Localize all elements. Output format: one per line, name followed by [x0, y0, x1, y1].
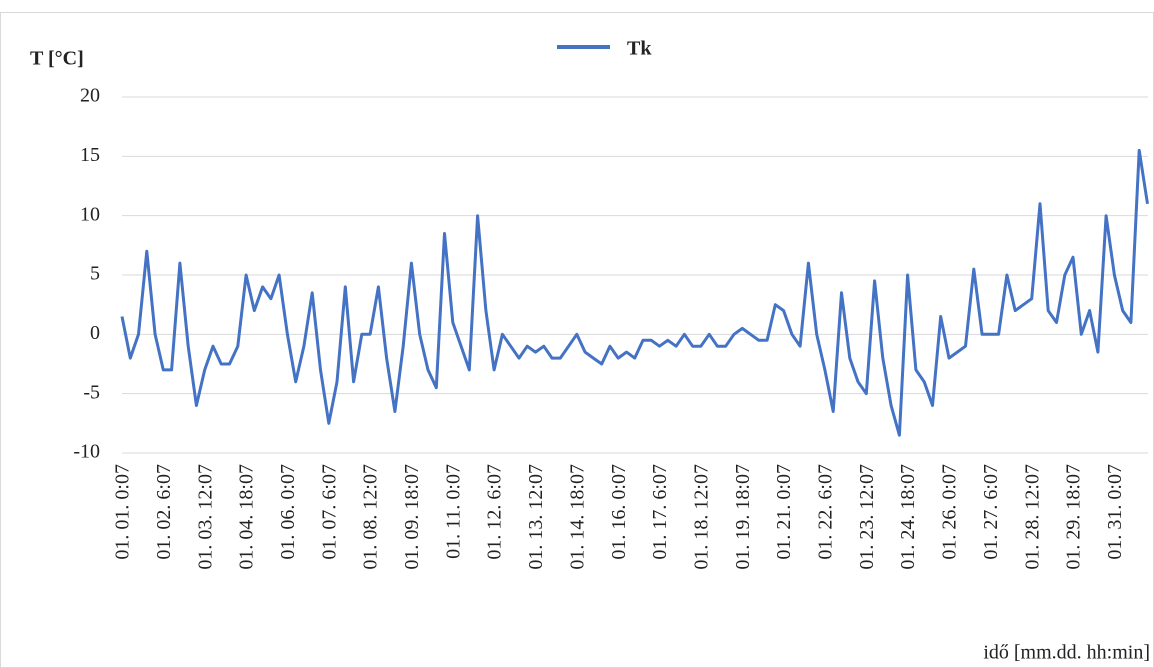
x-tick-label: 01. 26. 0:07	[939, 464, 961, 560]
x-tick-label: 01. 17. 6:07	[649, 464, 671, 560]
x-tick-label: 01. 08. 12:07	[360, 464, 382, 570]
x-tick-label: 01. 09. 18:07	[401, 464, 423, 570]
x-tick-label: 01. 02. 6:07	[153, 464, 175, 560]
x-tick-label: 01. 27. 6:07	[980, 464, 1002, 560]
x-tick-label: 01. 12. 6:07	[484, 464, 506, 560]
x-tick-label: 01. 01. 0:07	[112, 464, 134, 560]
x-tick-label: 01. 19. 18:07	[732, 464, 754, 570]
x-tick-label: 01. 07. 6:07	[318, 464, 340, 560]
data-line	[120, 148, 1149, 437]
x-tick-label: 01. 24. 18:07	[897, 464, 919, 570]
x-tick-label: 01. 04. 18:07	[236, 464, 258, 570]
legend-label: Tk	[627, 38, 652, 60]
y-tick-label: 20	[80, 85, 100, 107]
x-tick-label: 01. 06. 0:07	[277, 464, 299, 560]
y-tick-label: 0	[90, 322, 100, 344]
x-axis-title: idő [mm.dd. hh:min]	[983, 642, 1150, 664]
y-tick-label: 10	[80, 203, 100, 225]
y-axis-title: T [°C]	[30, 48, 84, 70]
x-tick-label: 01. 18. 12:07	[690, 464, 712, 570]
x-tick-label: 01. 11. 0:07	[442, 464, 464, 559]
y-tick-label: 5	[90, 263, 100, 285]
x-tick-label: 01. 03. 12:07	[194, 464, 216, 570]
chart-frame	[0, 12, 1154, 668]
x-tick-label: 01. 16. 0:07	[608, 464, 630, 560]
x-tick-label: 01. 22. 6:07	[815, 464, 837, 560]
x-tick-label: 01. 21. 0:07	[773, 464, 795, 560]
x-tick-label: 01. 23. 12:07	[856, 464, 878, 570]
x-tick-label: 01. 31. 0:07	[1104, 464, 1126, 560]
x-tick-label: 01. 28. 12:07	[1021, 464, 1043, 570]
x-tick-label: 01. 14. 18:07	[566, 464, 588, 570]
x-tick-label: 01. 13. 12:07	[525, 464, 547, 570]
y-tick-label: 15	[80, 144, 100, 166]
y-tick-label: -10	[73, 441, 100, 463]
x-tick-label: 01. 29. 18:07	[1063, 464, 1085, 570]
y-tick-label: -5	[83, 381, 100, 403]
